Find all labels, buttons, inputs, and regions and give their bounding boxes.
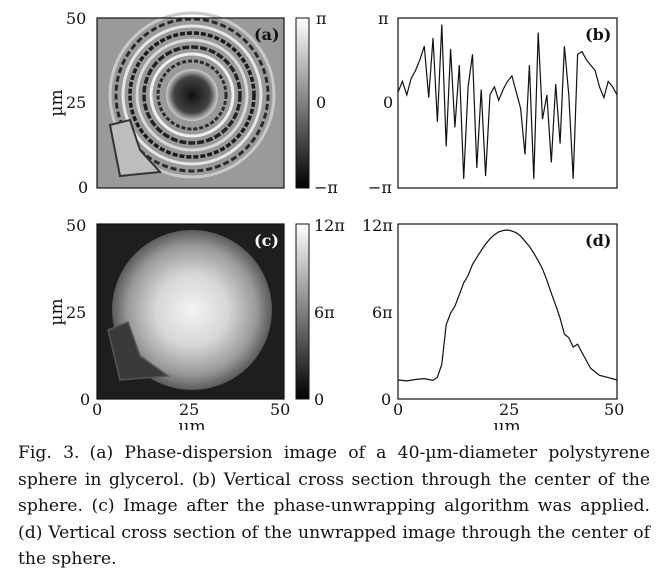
panel-a: (a) π 0 −π 50 25 0 µm bbox=[47, 9, 338, 197]
panel-d-xtick-0: 0 bbox=[393, 400, 403, 419]
panel-a-frame bbox=[96, 17, 285, 189]
panel-d-ytick-bottom: 0 bbox=[381, 390, 391, 409]
panel-b: (b) π 0 −π bbox=[368, 9, 618, 197]
colorbar-a bbox=[295, 17, 310, 189]
figure: (a) π 0 −π 50 25 0 µm (b) π 0 −π (c) 12π… bbox=[47, 9, 624, 430]
panel-d-frame bbox=[397, 223, 618, 400]
panel-d-ytick-top: 12π bbox=[362, 216, 393, 235]
panel-c-sphere bbox=[112, 230, 272, 390]
colorbar-c-tick-top: 12π bbox=[314, 216, 345, 235]
panel-c-xlabel: µm bbox=[178, 417, 205, 430]
figure-label: Fig. 3. bbox=[18, 443, 80, 463]
panel-a-ylabel: µm bbox=[47, 89, 67, 116]
panel-d-tag: (d) bbox=[585, 231, 611, 250]
panel-d-xlabel: µm bbox=[493, 417, 520, 430]
panel-d: (d) 12π 6π 0 0 25 50 µm bbox=[362, 216, 624, 430]
panel-c: (c) 12π 6π 0 50 25 0 µm 0 25 50 µm bbox=[47, 216, 345, 430]
panel-b-ytick-mid: 0 bbox=[383, 93, 393, 112]
panel-b-frame bbox=[397, 17, 618, 189]
panel-c-xtick-25: 25 bbox=[179, 400, 199, 419]
colorbar-a-tick-mid: 0 bbox=[316, 93, 326, 112]
panel-c-tag: (c) bbox=[254, 231, 279, 250]
panel-d-line bbox=[397, 229, 618, 382]
panel-b-ytick-top: π bbox=[378, 9, 389, 28]
panel-c-ytick-top: 50 bbox=[66, 216, 86, 235]
panel-d-xtick-25: 25 bbox=[499, 400, 519, 419]
panel-a-phase-rings bbox=[108, 11, 276, 179]
colorbar-c-tick-bottom: 0 bbox=[314, 390, 324, 409]
panel-b-tag: (b) bbox=[585, 25, 611, 44]
panel-c-xtick-0: 0 bbox=[92, 400, 102, 419]
colorbar-a-tick-bottom: −π bbox=[314, 178, 338, 197]
panel-d-xtick-50: 50 bbox=[604, 400, 624, 419]
colorbar-c bbox=[295, 223, 310, 400]
figure-caption: Fig. 3. (a) Phase-dispersion image of a 4… bbox=[18, 440, 650, 573]
panel-c-xtick-50: 50 bbox=[270, 400, 290, 419]
panel-a-ytick-top: 50 bbox=[66, 9, 86, 28]
panel-a-ytick-mid: 25 bbox=[66, 93, 86, 112]
panel-a-tag: (a) bbox=[254, 25, 280, 44]
colorbar-a-tick-top: π bbox=[316, 9, 327, 28]
panel-b-ytick-bottom: −π bbox=[368, 178, 392, 197]
panel-c-frame bbox=[96, 223, 285, 400]
panel-b-line bbox=[397, 24, 618, 179]
panel-c-ytick-bottom: 0 bbox=[80, 390, 90, 409]
panel-a-ytick-bottom: 0 bbox=[78, 178, 88, 197]
panel-c-ylabel: µm bbox=[47, 298, 67, 325]
panel-c-ytick-mid: 25 bbox=[66, 303, 86, 322]
panel-c-artifact bbox=[107, 321, 171, 381]
caption-text: (a) Phase-dispersion image of a 40-µm-di… bbox=[18, 443, 650, 569]
panel-d-ytick-mid: 6π bbox=[372, 303, 393, 322]
colorbar-c-tick-mid: 6π bbox=[314, 303, 335, 322]
